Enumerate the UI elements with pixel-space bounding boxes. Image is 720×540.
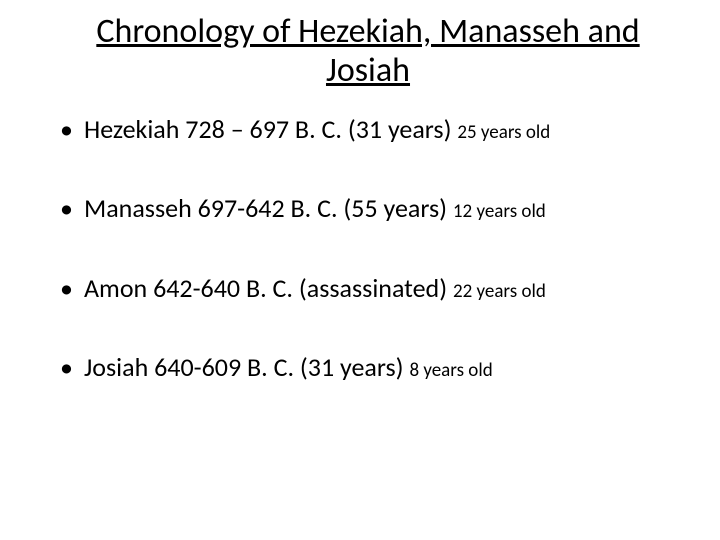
entry-age: 8 years old [409,359,492,382]
list-item: Manasseh 697-642 B. C. (55 years) 12 yea… [56,193,680,224]
entry-main: Manasseh 697-642 B. C. (55 years) [84,192,453,224]
entry-age: 12 years old [453,200,546,223]
entry-main: Hezekiah 728 – 697 B. C. (31 years) [84,113,457,145]
list-item: Hezekiah 728 – 697 B. C. (31 years) 25 y… [56,114,680,145]
slide: Chronology of Hezekiah, Manasseh and Jos… [0,0,720,540]
entry-age: 25 years old [457,121,550,144]
entry-age: 22 years old [453,280,546,303]
king-list: Hezekiah 728 – 697 B. C. (31 years) 25 y… [56,114,680,383]
list-item: Amon 642-640 B. C. (assassinated) 22 yea… [56,273,680,304]
entry-main: Amon 642-640 B. C. (assassinated) [84,272,453,304]
slide-title: Chronology of Hezekiah, Manasseh and Jos… [56,12,680,90]
list-item: Josiah 640-609 B. C. (31 years) 8 years … [56,352,680,383]
entry-main: Josiah 640-609 B. C. (31 years) [84,351,409,383]
